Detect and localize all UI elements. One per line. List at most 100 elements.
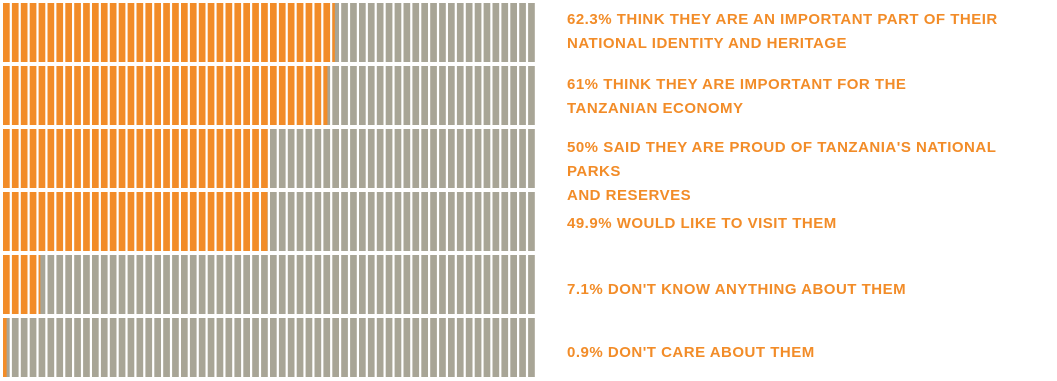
waffle-cell bbox=[492, 66, 500, 125]
waffle-cell bbox=[376, 129, 384, 188]
waffle-cell bbox=[394, 66, 402, 125]
waffle-cell bbox=[181, 66, 188, 125]
waffle-cell bbox=[243, 255, 250, 314]
waffle-cell bbox=[136, 66, 144, 125]
waffle-cell bbox=[474, 129, 482, 188]
waffle-cell bbox=[38, 192, 46, 251]
row-label-3-line-1: 50% SAID THEY ARE PROUD OF TANZANIA'S NA… bbox=[567, 139, 997, 180]
waffle-cell bbox=[47, 3, 55, 62]
waffle-cell bbox=[118, 192, 126, 251]
waffle-cell bbox=[430, 255, 437, 314]
waffle-cell bbox=[278, 318, 286, 377]
waffle-cell bbox=[225, 318, 233, 377]
waffle-cell bbox=[510, 318, 517, 377]
waffle-cell bbox=[65, 318, 72, 377]
waffle-cell bbox=[172, 318, 179, 377]
waffle-cell bbox=[118, 129, 126, 188]
waffle-cell bbox=[65, 255, 72, 314]
waffle-cell bbox=[448, 192, 455, 251]
waffle-cell bbox=[501, 129, 509, 188]
waffle-cell bbox=[332, 66, 339, 125]
waffle-cell-partial-fill bbox=[261, 192, 268, 251]
waffle-cell bbox=[314, 66, 322, 125]
waffle-cell bbox=[136, 318, 144, 377]
waffle-cell bbox=[519, 192, 526, 251]
waffle-cell bbox=[252, 318, 259, 377]
waffle-cell bbox=[278, 129, 286, 188]
waffle-cell bbox=[296, 192, 304, 251]
waffle-cell bbox=[341, 3, 348, 62]
waffle-cell bbox=[296, 3, 304, 62]
waffle-cell bbox=[350, 66, 357, 125]
waffle-cell bbox=[118, 3, 126, 62]
waffle-cell bbox=[83, 255, 90, 314]
waffle-cell bbox=[456, 3, 464, 62]
waffle-cell bbox=[278, 255, 286, 314]
waffle-cell bbox=[216, 129, 224, 188]
waffle-cell bbox=[510, 129, 517, 188]
waffle-cell bbox=[181, 255, 188, 314]
waffle-cell bbox=[448, 129, 455, 188]
waffle-cell bbox=[56, 255, 64, 314]
waffle-cell bbox=[367, 255, 375, 314]
waffle-cell bbox=[448, 66, 455, 125]
waffle-cell bbox=[20, 3, 28, 62]
waffle-cell bbox=[163, 192, 170, 251]
row-label-1-line-1: 62.3% THINK THEY ARE AN IMPORTANT PART O… bbox=[567, 11, 998, 28]
waffle-cell bbox=[350, 255, 357, 314]
waffle-cell bbox=[323, 129, 331, 188]
waffle-cell bbox=[519, 129, 526, 188]
waffle-cell bbox=[198, 192, 206, 251]
waffle-cell bbox=[198, 3, 206, 62]
waffle-cell bbox=[305, 192, 313, 251]
waffle-cell bbox=[172, 129, 179, 188]
waffle-cell bbox=[118, 255, 126, 314]
waffle-cell bbox=[412, 129, 420, 188]
waffle-cell bbox=[492, 255, 500, 314]
waffle-cell bbox=[172, 192, 179, 251]
waffle-cell bbox=[243, 66, 250, 125]
waffle-cell bbox=[403, 129, 411, 188]
waffle-cell bbox=[465, 318, 473, 377]
waffle-cell bbox=[74, 3, 81, 62]
waffle-cell bbox=[296, 255, 304, 314]
waffle-cell bbox=[359, 129, 366, 188]
waffle-cell bbox=[314, 3, 322, 62]
waffle-cell bbox=[385, 255, 393, 314]
waffle-cell bbox=[154, 318, 161, 377]
waffle-cell bbox=[501, 318, 509, 377]
waffle-cell bbox=[305, 255, 313, 314]
waffle-cell-partial-fill bbox=[3, 318, 7, 377]
waffle-cell bbox=[501, 66, 509, 125]
waffle-cell bbox=[510, 66, 517, 125]
waffle-cell bbox=[430, 318, 437, 377]
waffle-cell bbox=[367, 318, 375, 377]
waffle-cell bbox=[492, 3, 500, 62]
waffle-cell bbox=[145, 255, 153, 314]
waffle-cell bbox=[430, 129, 437, 188]
row-label-6: 0.9% DON'T CARE ABOUT THEM bbox=[567, 341, 1047, 365]
row-label-5-line-1: 7.1% DON'T KNOW ANYTHING ABOUT THEM bbox=[567, 281, 907, 298]
waffle-cell bbox=[439, 318, 446, 377]
waffle-cell bbox=[74, 255, 81, 314]
waffle-cell bbox=[483, 3, 491, 62]
waffle-cell bbox=[243, 192, 250, 251]
waffle-cell bbox=[465, 255, 473, 314]
waffle-cell bbox=[74, 129, 81, 188]
waffle-cell bbox=[341, 318, 348, 377]
waffle-row-3 bbox=[3, 129, 535, 188]
waffle-cell bbox=[528, 3, 535, 62]
waffle-cell-partial-fill bbox=[332, 3, 335, 62]
waffle-cell bbox=[38, 255, 46, 314]
waffle-cell bbox=[287, 129, 295, 188]
waffle-cell bbox=[154, 3, 161, 62]
waffle-cell bbox=[456, 66, 464, 125]
waffle-cell bbox=[145, 318, 153, 377]
waffle-cell bbox=[56, 318, 64, 377]
waffle-cell bbox=[252, 192, 259, 251]
waffle-cell bbox=[11, 129, 19, 188]
waffle-cell bbox=[314, 255, 322, 314]
waffle-cell bbox=[243, 318, 250, 377]
waffle-cell bbox=[207, 3, 215, 62]
waffle-cell bbox=[65, 3, 72, 62]
